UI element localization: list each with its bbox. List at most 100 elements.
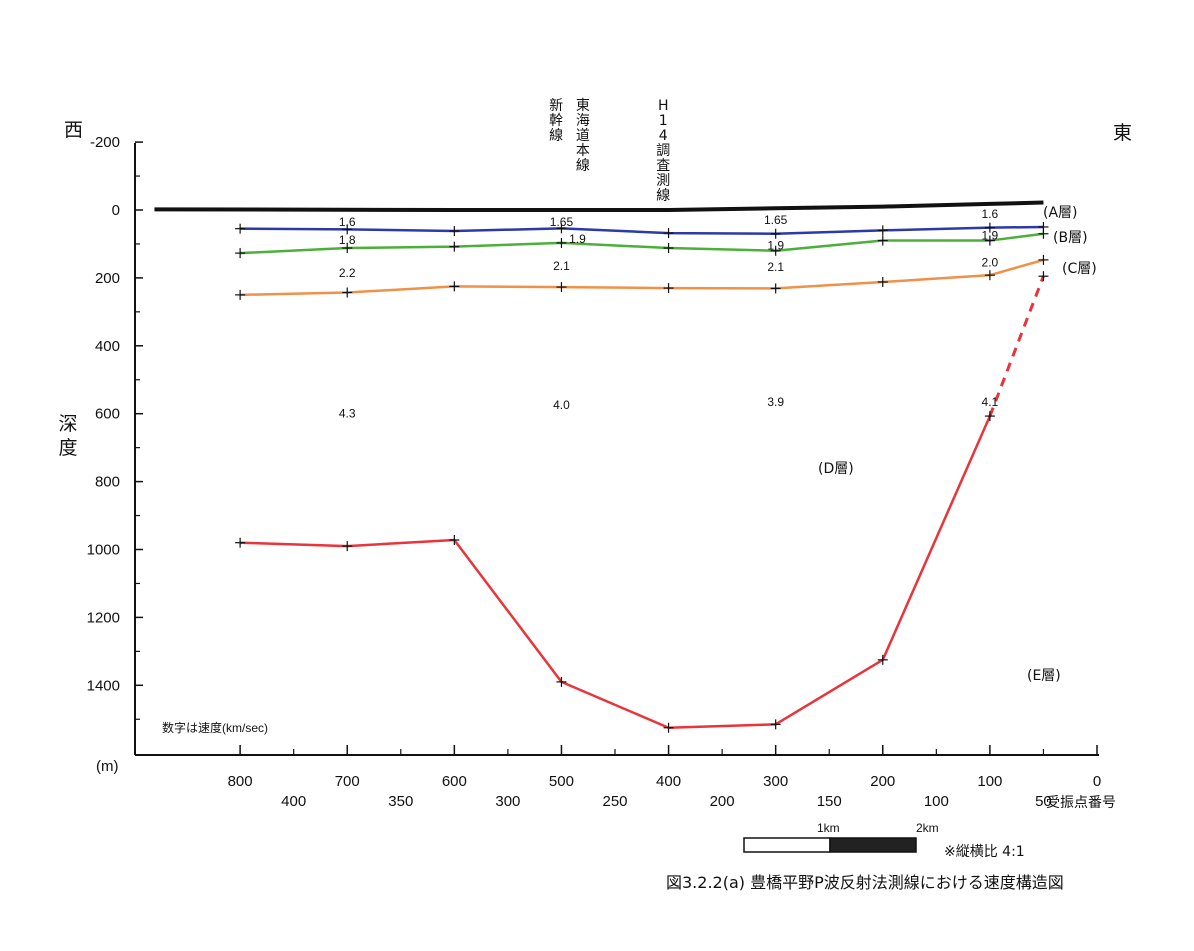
- velocity-label: 1.8: [339, 233, 356, 247]
- x-tick-label: 500: [549, 773, 574, 790]
- layer-label: (C層): [1062, 261, 1097, 277]
- velocity-label: 1.65: [764, 213, 788, 227]
- data-point: [342, 287, 353, 298]
- velocity-note: 数字は速度(km/sec): [162, 720, 268, 735]
- data-point: [556, 282, 567, 293]
- data-point: [556, 223, 567, 234]
- y-tick-label: -200: [90, 134, 120, 151]
- data-point: [1038, 271, 1049, 282]
- data-point: [449, 281, 460, 292]
- data-point: [235, 289, 246, 300]
- crossing-line-label-char: 幹: [549, 112, 563, 129]
- scale-bar-black-segment: [829, 837, 917, 853]
- data-point: [663, 283, 674, 294]
- y-tick-label: 800: [95, 474, 120, 491]
- series-line-5: [240, 415, 992, 729]
- velocity-label: 2.1: [767, 260, 784, 274]
- data-point: [877, 235, 888, 246]
- data-point: [984, 411, 995, 422]
- scale-bar-white-segment: [743, 837, 831, 853]
- data-point: [342, 224, 353, 235]
- y-axis-unit: (m): [96, 758, 119, 775]
- series-line-1: [154, 200, 1044, 212]
- data-point: [1038, 228, 1049, 239]
- crossing-line-label-char: 線: [656, 188, 670, 204]
- y-tick-label: 1000: [87, 542, 120, 559]
- data-point: [984, 270, 995, 281]
- data-point: [556, 237, 567, 248]
- crossing-line-label-char: 線: [549, 128, 563, 144]
- velocity-label: 1.9: [767, 239, 784, 253]
- data-point: [556, 676, 567, 687]
- data-point: [877, 225, 888, 236]
- layer-label: (D層): [818, 461, 854, 477]
- x-tick-label: 100: [977, 773, 1002, 790]
- x-tick-label: 400: [656, 773, 681, 790]
- y-tick-label: 0: [112, 202, 120, 219]
- x-secondary-tick-label: 400: [281, 793, 306, 810]
- aspect-ratio-note: ※縦横比 4:1: [944, 844, 1025, 860]
- crossing-line-label-char: 線: [576, 158, 590, 174]
- x-tick-label: 600: [442, 773, 467, 790]
- data-point: [770, 228, 781, 239]
- data-point: [877, 276, 888, 287]
- series-line-2: [240, 225, 1044, 236]
- layer-label: (E層): [1027, 668, 1061, 684]
- series-group: [154, 200, 1045, 729]
- velocity-label: 2.2: [339, 266, 356, 280]
- x-tick-label: 700: [335, 773, 360, 790]
- data-point: [342, 541, 353, 552]
- scale-bar-label-1km: 1km: [817, 821, 840, 835]
- scale-bar-label-2km: 2km: [916, 821, 939, 835]
- data-point: [235, 248, 246, 259]
- x-secondary-tick-label: 100: [924, 793, 949, 810]
- velocity-label: 1.6: [339, 215, 356, 229]
- x-secondary-tick-label: 300: [495, 793, 520, 810]
- velocity-label: 4.3: [339, 407, 356, 421]
- series-line-4: [240, 258, 1044, 297]
- x-secondary-tick-label: 250: [602, 793, 627, 810]
- layer-label: (A層): [1043, 205, 1078, 221]
- data-point: [449, 241, 460, 252]
- velocity-label: 4.1: [982, 395, 999, 409]
- x-secondary-tick-label: 350: [388, 793, 413, 810]
- data-point: [235, 537, 246, 548]
- velocity-label: 3.9: [767, 395, 784, 409]
- crossing-line-label-char: 1: [659, 113, 668, 129]
- y-tick-label: 1200: [87, 609, 120, 626]
- velocity-label: 1.6: [982, 207, 999, 221]
- crossing-line-label-char: 東: [576, 98, 590, 114]
- y-axis-title-char: 度: [58, 437, 77, 459]
- x-secondary-tick-label: 50: [1035, 793, 1052, 810]
- scale-bar: 1km 2km: [743, 821, 939, 853]
- data-point: [342, 243, 353, 254]
- data-point: [770, 719, 781, 730]
- x-tick-label: 0: [1093, 773, 1101, 790]
- chart-title: 図3.2.2(a) 豊橋平野P波反射法測線における速度構造図: [666, 873, 1064, 892]
- velocity-label: 2.1: [553, 259, 570, 273]
- x-tick-label: 800: [228, 773, 253, 790]
- x-tick-label: 300: [763, 773, 788, 790]
- crossing-line-label-char: 海: [576, 113, 590, 129]
- series-line-3: [240, 232, 1044, 255]
- velocity-label: 1.65: [550, 215, 574, 229]
- velocity-label: 2.0: [982, 256, 999, 270]
- data-point: [449, 226, 460, 237]
- y-tick-label: 1400: [87, 677, 120, 694]
- y-tick-label: 400: [95, 338, 120, 355]
- data-point: [449, 534, 460, 545]
- crossing-line-label-char: 本: [576, 143, 590, 159]
- crossing-line-label-char: 新: [549, 98, 563, 114]
- data-point: [984, 235, 995, 246]
- velocity-label: 1.9: [982, 228, 999, 242]
- point-marks: [235, 221, 1049, 733]
- data-point: [877, 654, 888, 665]
- data-point: [663, 243, 674, 254]
- y-tick-label: 600: [95, 406, 120, 423]
- east-label: 東: [1113, 122, 1132, 144]
- crossing-line-label-char: 4: [659, 128, 668, 144]
- velocity-label: 4.0: [553, 398, 570, 412]
- x-tick-label: 200: [870, 773, 895, 790]
